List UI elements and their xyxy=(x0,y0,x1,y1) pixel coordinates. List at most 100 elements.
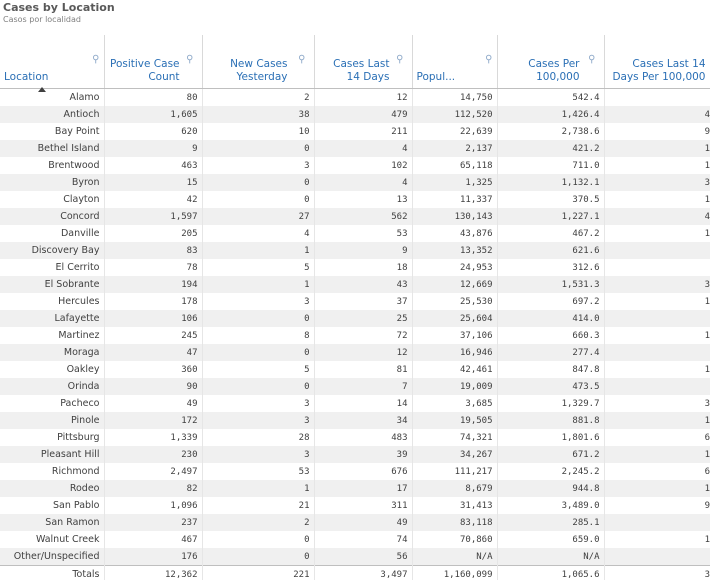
cell-last14: 483 xyxy=(314,429,413,446)
cell-positive: 82 xyxy=(104,480,203,497)
cell-last14: 18 xyxy=(314,259,413,276)
search-icon[interactable]: ⚲ xyxy=(298,54,306,65)
cell-positive: 178 xyxy=(104,293,203,310)
cell-per100k: 881.8 xyxy=(497,412,605,429)
column-header-population[interactable]: ⚲ Popul... xyxy=(412,35,498,89)
cell-last14-per100k: 30 xyxy=(604,174,710,191)
cell-last14-per100k: 37 xyxy=(604,395,710,412)
cell-last14-per100k: 6 xyxy=(604,242,710,259)
column-header-per100k[interactable]: ⚲ Cases Per 100,000 xyxy=(497,35,605,89)
cell-new-yesterday: 3 xyxy=(202,157,315,174)
cell-last14-per100k: 15 xyxy=(604,157,710,174)
cell-positive: 9 xyxy=(104,140,203,157)
cell-positive: 176 xyxy=(104,548,203,566)
cell-location: Pinole xyxy=(0,412,105,429)
cell-new-yesterday: 0 xyxy=(202,531,315,548)
cell-per100k: 2,245.2 xyxy=(497,463,605,480)
column-label: Popul... xyxy=(416,71,456,83)
cell-location: Danville xyxy=(0,225,105,242)
cell-population: 19,505 xyxy=(412,412,498,429)
cell-last14-per100k: 17 xyxy=(604,412,710,429)
cell-positive: 90 xyxy=(104,378,203,395)
cell-positive: 15 xyxy=(104,174,203,191)
cell-last14: 479 xyxy=(314,106,413,123)
cell-per100k: 277.4 xyxy=(497,344,605,361)
chart-header: Cases by Location Casos por localidad xyxy=(3,0,115,25)
cell-last14: 53 xyxy=(314,225,413,242)
column-header-new-yesterday[interactable]: ⚲ New Cases Yesterday xyxy=(202,35,315,89)
cell-location: Antioch xyxy=(0,106,105,123)
search-icon[interactable]: ⚲ xyxy=(396,54,404,65)
search-icon[interactable]: ⚲ xyxy=(588,54,596,65)
cell-new-yesterday: 5 xyxy=(202,259,315,276)
cell-last14-per100k: 43 xyxy=(604,208,710,225)
cell-last14: 12 xyxy=(314,88,413,106)
cell-location: Orinda xyxy=(0,378,105,395)
cell-location: Alamo xyxy=(0,88,105,106)
cell-positive: 106 xyxy=(104,310,203,327)
cell-population: 42,461 xyxy=(412,361,498,378)
cell-positive: 620 xyxy=(104,123,203,140)
column-header-location[interactable]: ⚲ Location xyxy=(0,35,105,92)
column-header-positive[interactable]: ⚲ Positive Case Count xyxy=(104,35,203,89)
cell-per100k: 1,329.7 xyxy=(497,395,605,412)
cell-per100k: 421.2 xyxy=(497,140,605,157)
search-icon[interactable]: ⚲ xyxy=(186,54,194,65)
cell-last14-per100k xyxy=(604,548,710,566)
cell-population: 3,685 xyxy=(412,395,498,412)
cell-last14-per100k: 10 xyxy=(604,531,710,548)
cell-new-yesterday: 0 xyxy=(202,548,315,566)
cell-per100k: 660.3 xyxy=(497,327,605,344)
search-icon[interactable]: ⚲ xyxy=(485,54,493,65)
cell-population: 43,876 xyxy=(412,225,498,242)
cell-last14: 56 xyxy=(314,548,413,566)
cell-per100k: 697.2 xyxy=(497,293,605,310)
cell-last14: 4 xyxy=(314,140,413,157)
cell-positive: 1,096 xyxy=(104,497,203,514)
page-subtitle: Casos por localidad xyxy=(3,15,81,24)
table-row[interactable]: Other/Unspecified 176 0 56 N/A N/A xyxy=(0,548,710,566)
cell-population: 13,352 xyxy=(412,242,498,259)
search-icon[interactable]: ⚲ xyxy=(92,54,100,65)
cell-last14: 9 xyxy=(314,242,413,259)
cell-population: 74,321 xyxy=(412,429,498,446)
column-header-last14[interactable]: ⚲ Cases Last 14 Days xyxy=(314,35,413,89)
cell-new-yesterday: 3 xyxy=(202,412,315,429)
column-header-last14-per100k[interactable]: Cases Last 14 Days Per 100,000 xyxy=(604,35,710,89)
cell-new-yesterday: 2 xyxy=(202,88,315,106)
cell-positive: 1,605 xyxy=(104,106,203,123)
cell-positive: 78 xyxy=(104,259,203,276)
cases-table-container[interactable]: ⚲ Location ⚲ Positive Case Count ⚲ New C… xyxy=(0,35,710,580)
cell-last14-per100k: 42 xyxy=(604,106,710,123)
cell-new-yesterday: 0 xyxy=(202,140,315,157)
cell-new-yesterday: 21 xyxy=(202,497,315,514)
